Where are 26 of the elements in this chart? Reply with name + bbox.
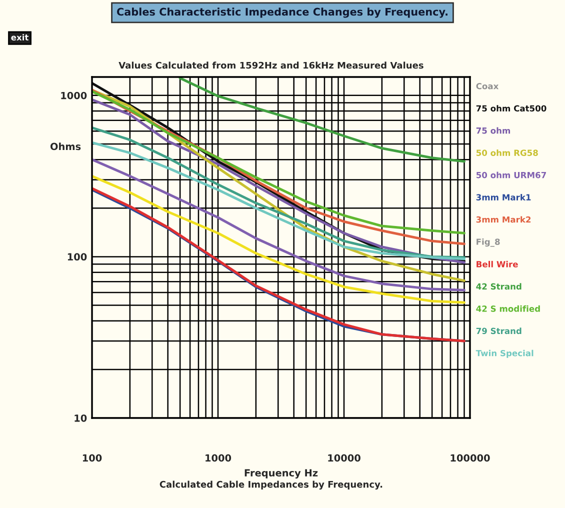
text: 42 Strand <box>476 283 522 290</box>
text: Bell Wire <box>476 260 518 268</box>
y-tick-label: 100 <box>68 253 87 261</box>
text: exit <box>11 34 29 41</box>
x-tick-label: 1000 <box>206 454 232 462</box>
text: 3mm Mark1 <box>476 194 531 200</box>
text: 42 S modified <box>476 305 540 312</box>
x-axis-title: Frequency Hz <box>244 469 318 478</box>
text: 50 ohm RG58 <box>476 150 538 156</box>
text: Fig_8 <box>476 238 500 247</box>
text: 3mm Mark2 <box>476 216 531 223</box>
text: 50 ohm URM67 <box>476 172 546 178</box>
text: Calculated Cable Impedances by Frequency. <box>160 480 382 490</box>
text: 79 Strand <box>476 328 522 334</box>
legend-title: Coax <box>476 82 499 90</box>
chart-subtitle: Values Calculated from 1592Hz and 16kHz Measured Values <box>118 62 424 69</box>
x-tick-label: 100 <box>82 454 102 462</box>
y-tick-label: 1000 <box>61 92 87 100</box>
y-tick-label: 10 <box>74 414 87 422</box>
text: 75 ohm Cat500 <box>476 105 546 112</box>
text: 75 ohm <box>476 127 510 134</box>
text: Twin Special <box>476 350 534 358</box>
x-tick-label: 100000 <box>450 454 490 462</box>
y-axis-title: Ohms <box>50 142 81 150</box>
x-tick-label: 10000 <box>328 454 360 462</box>
chart-title: Cables Characteristic Impedance Changes by Frequency. <box>116 8 448 18</box>
